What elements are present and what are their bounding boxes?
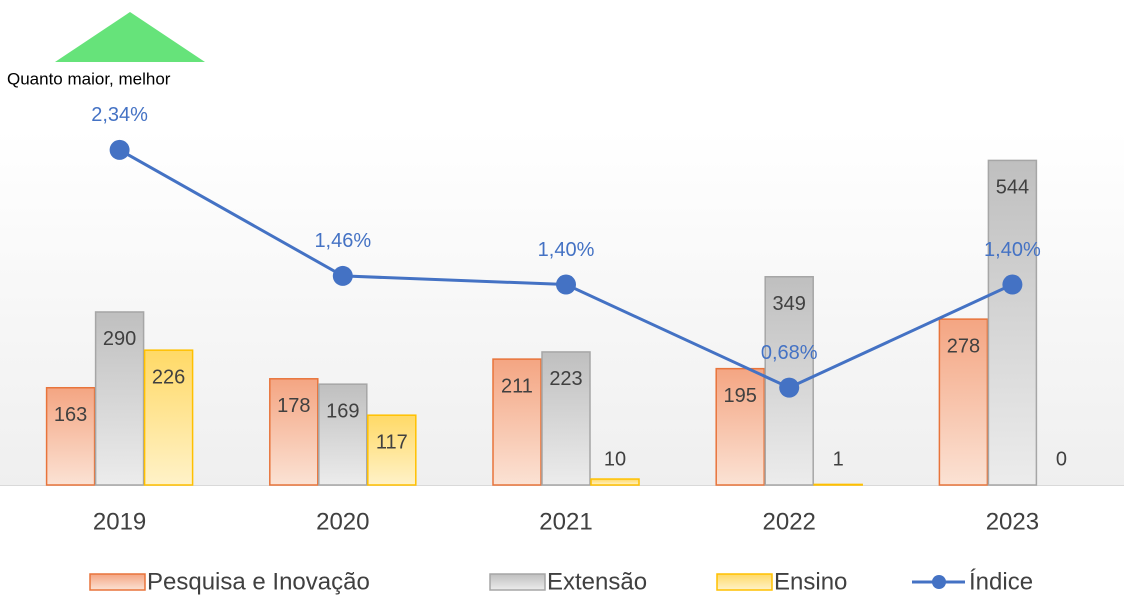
data-label: 290 bbox=[103, 328, 136, 350]
x-tick-label: 2019 bbox=[93, 508, 146, 535]
bar bbox=[269, 378, 319, 486]
data-label: 211 bbox=[501, 375, 533, 397]
data-label: 163 bbox=[54, 404, 87, 426]
data-label: 1,46% bbox=[314, 230, 371, 252]
x-tick-label: 2022 bbox=[763, 508, 816, 535]
bar bbox=[987, 159, 1038, 486]
line-marker bbox=[109, 139, 130, 160]
line-marker bbox=[332, 265, 353, 286]
x-tick-label: 2021 bbox=[539, 508, 592, 535]
bar bbox=[813, 483, 863, 486]
data-label: 0,68% bbox=[761, 342, 818, 364]
data-label: 1,40% bbox=[984, 239, 1041, 261]
x-tick-label: 2023 bbox=[986, 508, 1039, 535]
legend-swatch bbox=[489, 573, 546, 591]
line-marker bbox=[556, 274, 576, 295]
data-label: 2,34% bbox=[91, 104, 148, 126]
legend-swatch bbox=[89, 573, 146, 591]
legend-swatch bbox=[716, 573, 773, 591]
bar bbox=[94, 311, 145, 486]
bar bbox=[715, 367, 765, 486]
data-label: 544 bbox=[996, 177, 1029, 199]
line-marker bbox=[1002, 274, 1023, 295]
line-marker bbox=[779, 377, 800, 398]
bar bbox=[938, 318, 989, 486]
bar bbox=[367, 414, 417, 486]
legend-label: Ensino bbox=[774, 568, 847, 595]
legend-label: Extensão bbox=[547, 568, 647, 595]
data-label: 178 bbox=[277, 395, 310, 417]
legend-label: Pesquisa e Inovação bbox=[147, 568, 370, 595]
data-label: 1,40% bbox=[538, 239, 595, 261]
bar bbox=[45, 386, 96, 486]
data-label: 1 bbox=[833, 448, 844, 470]
data-label: 117 bbox=[376, 431, 408, 453]
data-label: 226 bbox=[152, 366, 185, 388]
annotation: Quanto maior, melhor bbox=[7, 69, 171, 88]
bar bbox=[492, 358, 542, 486]
data-label: 0 bbox=[1056, 448, 1067, 470]
data-label: 195 bbox=[724, 385, 757, 407]
bar bbox=[590, 478, 640, 486]
data-label: 349 bbox=[773, 293, 806, 315]
bar bbox=[318, 383, 368, 486]
data-label: 169 bbox=[326, 400, 359, 422]
data-label: 10 bbox=[604, 448, 626, 470]
bar bbox=[541, 351, 591, 486]
data-label: 278 bbox=[947, 335, 980, 357]
legend-marker bbox=[932, 575, 946, 589]
bar bbox=[143, 349, 194, 486]
legend-label: Índice bbox=[969, 568, 1033, 595]
data-label: 223 bbox=[549, 368, 582, 390]
x-tick-label: 2020 bbox=[316, 508, 369, 535]
arrow-icon bbox=[55, 12, 205, 62]
